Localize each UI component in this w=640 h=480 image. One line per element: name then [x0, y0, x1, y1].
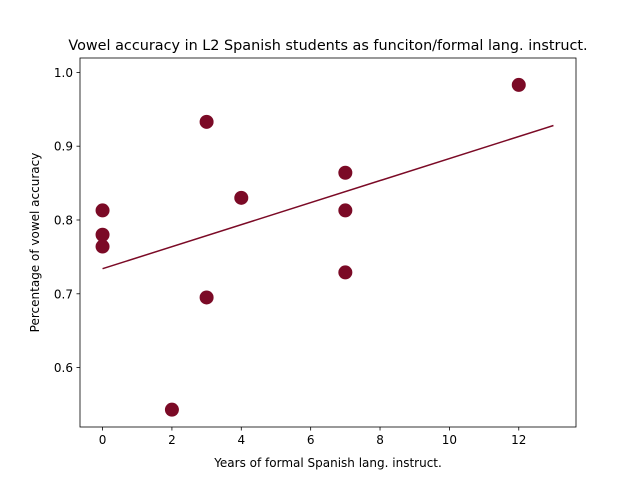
y-tick-label: 1.0 — [54, 66, 73, 80]
y-tick-label: 0.6 — [54, 361, 73, 375]
data-point — [338, 165, 353, 180]
x-tick-label: 4 — [237, 433, 245, 447]
x-tick-label: 8 — [376, 433, 384, 447]
x-tick-label: 2 — [168, 433, 176, 447]
data-point — [95, 227, 110, 242]
data-point — [338, 265, 353, 280]
x-axis: 0 2 4 6 8 10 12 — [99, 427, 526, 447]
y-axis-label: Percentage of vowel accuracy — [28, 153, 42, 333]
y-axis: 0.6 0.7 0.8 0.9 1.0 — [54, 66, 80, 375]
data-point — [164, 402, 179, 417]
chart-title: Vowel accuracy in L2 Spanish students as… — [68, 38, 587, 54]
data-point — [95, 203, 110, 218]
data-point — [199, 290, 214, 305]
trend-line — [102, 124, 554, 270]
data-point — [234, 190, 249, 205]
y-tick-label: 0.9 — [54, 140, 73, 154]
data-point — [511, 77, 526, 92]
x-tick-label: 10 — [442, 433, 457, 447]
data-point — [199, 114, 214, 129]
plot-area — [95, 77, 554, 417]
data-point — [338, 203, 353, 218]
data-point — [95, 239, 110, 254]
x-tick-label: 6 — [307, 433, 315, 447]
x-tick-label: 0 — [99, 433, 107, 447]
x-axis-label: Years of formal Spanish lang. instruct. — [213, 456, 442, 470]
y-tick-label: 0.7 — [54, 287, 73, 301]
y-tick-label: 0.8 — [54, 213, 73, 227]
plot-frame — [79, 57, 577, 428]
x-tick-label: 12 — [511, 433, 526, 447]
